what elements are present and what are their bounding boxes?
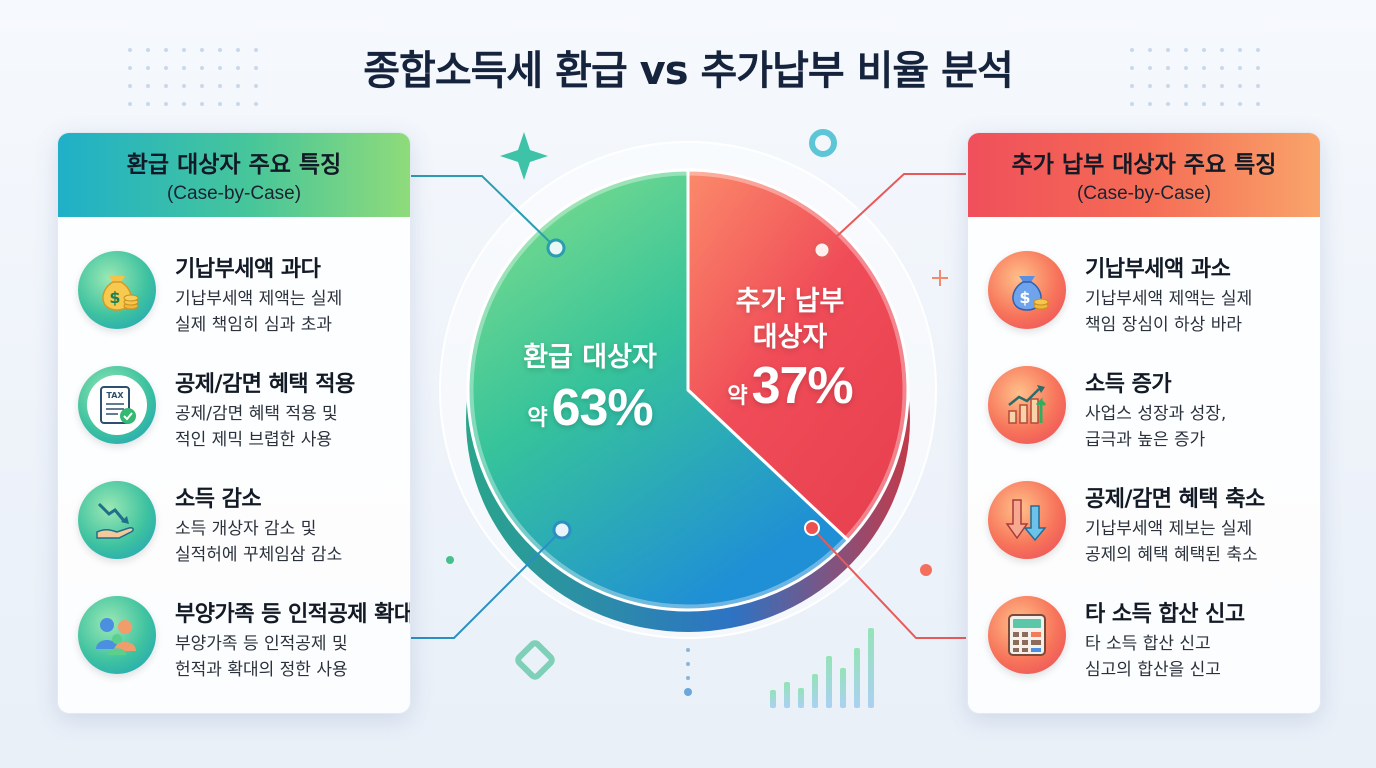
additional-payment-features-panel: 추가 납부 대상자 주요 특징 (Case-by-Case) $ 기납부세액 과… (967, 132, 1321, 714)
additional-panel-subtitle: (Case-by-Case) (1076, 183, 1212, 204)
additional-slice-name: 추가 납부 대상자 (735, 286, 845, 353)
dot-decoration (920, 564, 932, 576)
list-item: 부양가족 등 인적공제 확대 부양가족 등 인적공제 및 헌적과 확대의 정한 … (78, 596, 411, 696)
family-icon (78, 596, 156, 674)
tax-icon-text: TAX (106, 391, 124, 400)
item-title: 타 소득 합산 신고 (1085, 602, 1245, 627)
growth-chart-icon (988, 366, 1066, 444)
pie-slice-additional (686, 168, 910, 543)
connector-right-bottom (811, 527, 966, 639)
item-title: 소득 증가 (1085, 372, 1172, 397)
refund-panel-header: 환급 대상자 주요 특징 (Case-by-Case) (58, 133, 410, 217)
item-title: 공제/감면 혜택 축소 (1085, 487, 1265, 512)
money-bag-icon: $ (988, 251, 1066, 329)
item-desc-line: 기납부세액 제액는 실제 (1085, 289, 1253, 309)
additional-panel-header: 추가 납부 대상자 주요 특징 (Case-by-Case) (968, 133, 1320, 217)
item-desc-line: 실제 책임히 심과 초과 (175, 315, 332, 335)
sparkle-icon (500, 132, 548, 180)
refund-slice-prefix: 약 (527, 406, 548, 431)
item-desc-line: 공제/감면 혜택 적용 및 (175, 404, 338, 424)
additional-panel-title: 추가 납부 대상자 주요 특징 (1011, 152, 1277, 178)
list-item: TAX 공제/감면 혜택 적용 공제/감면 혜택 적용 및 적인 제믹 브렵한 … (78, 366, 408, 466)
down-arrows-icon (988, 481, 1066, 559)
item-title: 기납부세액 과다 (175, 257, 321, 282)
item-desc-line: 적인 제믹 브렵한 사용 (175, 430, 332, 450)
item-desc-line: 부양가족 등 인적공제 및 (175, 634, 348, 654)
item-desc-line: 심고의 합산을 신고 (1085, 660, 1221, 680)
svg-text:$: $ (1019, 288, 1030, 307)
item-title: 소득 감소 (175, 487, 262, 512)
income-decrease-icon (78, 481, 156, 559)
item-title: 공제/감면 혜택 적용 (175, 372, 355, 397)
svg-text:$: $ (109, 288, 120, 307)
connector-dot-left-bottom (552, 520, 572, 540)
connector-dot-right-top (812, 240, 832, 260)
connector-dot-right-bottom (804, 520, 820, 536)
plus-decoration (932, 270, 948, 286)
item-desc-line: 기납부세액 제액는 실제 (175, 289, 343, 309)
pie-slice-refund (466, 168, 851, 612)
connector-right-top (821, 173, 966, 251)
list-item: 소득 증가 사업스 성장과 성장, 급극과 높은 증가 (988, 366, 1318, 466)
item-desc-line: 사업스 성장과 성장, (1085, 404, 1227, 424)
item-desc-line: 헌적과 확대의 정한 사용 (175, 660, 348, 680)
additional-slice-label: 추가 납부 대상자 약37% (700, 284, 880, 416)
dot-decoration (446, 556, 454, 564)
refund-panel-title: 환급 대상자 주요 특징 (126, 152, 342, 178)
decorative-dots-right (1130, 48, 1260, 106)
item-desc-line: 실적허에 꾸체임삼 감소 (175, 545, 343, 565)
dot-decoration (684, 688, 692, 696)
list-item: 공제/감면 혜택 축소 기납부세액 제보는 실제 공제의 혜택 혜택된 축소 (988, 481, 1318, 581)
item-desc-line: 기납부세액 제보는 실제 (1085, 519, 1253, 539)
money-bag-icon: $ (78, 251, 156, 329)
item-title: 기납부세액 과소 (1085, 257, 1231, 282)
bar-decoration (770, 628, 874, 708)
refund-slice-label: 환급 대상자 약63% (490, 340, 690, 438)
connector-dot-left-top (546, 238, 566, 258)
item-desc-line: 공제의 혜택 혜택된 축소 (1085, 545, 1258, 565)
pie-group (466, 168, 910, 612)
diamond-decoration (515, 640, 555, 680)
refund-slice-name: 환급 대상자 (523, 342, 657, 373)
tax-document-icon: TAX (78, 366, 156, 444)
item-title: 부양가족 등 인적공제 확대 (175, 602, 411, 627)
item-desc-line: 책임 장심이 하상 바라 (1085, 315, 1242, 335)
decorative-dots-left (128, 48, 258, 106)
list-item: $ 기납부세액 과다 기납부세액 제액는 실제 실제 책임히 심과 초과 (78, 251, 408, 351)
ring-decoration (809, 129, 837, 157)
item-desc-line: 타 소득 합산 신고 (1085, 634, 1211, 654)
additional-slice-value: 37% (751, 357, 854, 415)
additional-slice-prefix: 약 (727, 384, 748, 409)
connector-left-top (410, 175, 557, 249)
list-item: $ 기납부세액 과소 기납부세액 제액는 실제 책임 장심이 하상 바라 (988, 251, 1318, 351)
item-desc-line: 급극과 높은 증가 (1085, 430, 1206, 450)
list-item: 타 소득 합산 신고 타 소득 합산 신고 심고의 합산을 신고 (988, 596, 1318, 696)
connector-left-bottom (410, 529, 563, 639)
calculator-icon (988, 596, 1066, 674)
refund-features-panel: 환급 대상자 주요 특징 (Case-by-Case) $ 기납부세액 과다 기… (57, 132, 411, 714)
item-desc-line: 소득 개상자 감소 및 (175, 519, 317, 539)
refund-panel-subtitle: (Case-by-Case) (166, 183, 302, 204)
refund-slice-value: 63% (551, 379, 654, 437)
list-item: 소득 감소 소득 개상자 감소 및 실적허에 꾸체임삼 감소 (78, 481, 408, 581)
pie-highlight (468, 170, 908, 610)
page-title: 종합소득세 환급 vs 추가납부 비율 분석 (363, 48, 1014, 94)
